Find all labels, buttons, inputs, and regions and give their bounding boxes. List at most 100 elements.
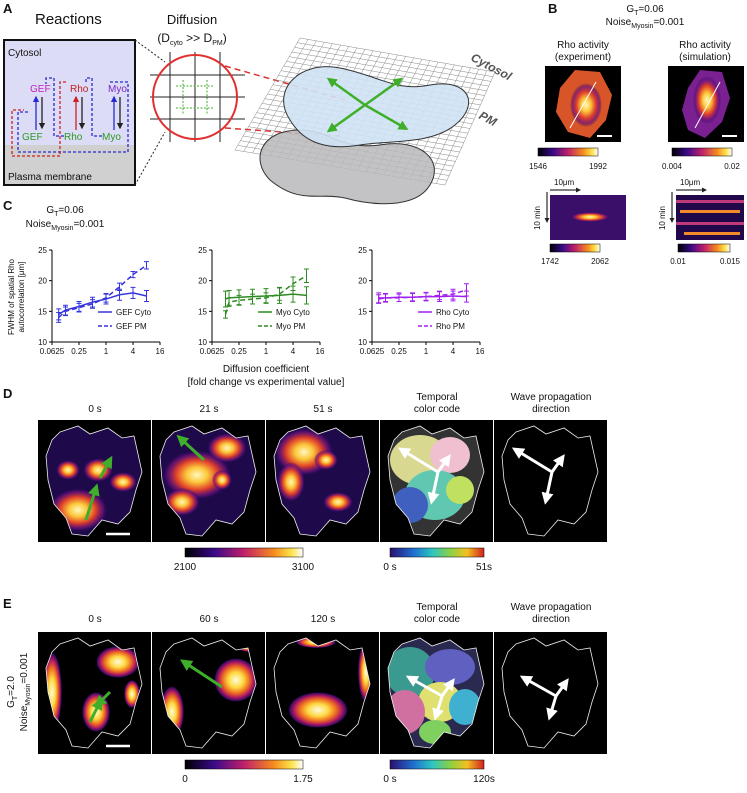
- x-tick-label: 0.0625: [40, 347, 65, 356]
- sim-line: [694, 81, 721, 129]
- colorbar-max: 1992: [589, 162, 607, 171]
- noise-label: NoiseMyosin=0.001: [19, 652, 32, 731]
- x-tick-label: 4: [291, 347, 296, 356]
- colorbar: [184, 759, 304, 770]
- colorbar-max: 2062: [591, 257, 609, 266]
- signal-blob: [288, 692, 348, 728]
- wave-arrow: [550, 454, 565, 473]
- image-frame: [380, 632, 493, 754]
- x-tick-label: 16: [316, 347, 325, 356]
- wave-arrow: [554, 678, 569, 697]
- colorbar-min: 0 s: [383, 774, 396, 785]
- wave-arrow: [541, 471, 554, 505]
- error-bar: [236, 294, 242, 306]
- legend-label: Rho Cyto: [436, 308, 470, 317]
- species-rho: Rho: [70, 84, 89, 95]
- colorbar-min: 2100: [174, 562, 197, 573]
- colorbar-min: 1742: [541, 257, 559, 266]
- signal-blob: [323, 492, 353, 512]
- cytosol-layer: [283, 66, 470, 148]
- error-bar: [226, 297, 232, 307]
- wave-arrow: [405, 675, 443, 698]
- series-line: [58, 264, 147, 319]
- signal-blob: [446, 476, 474, 504]
- error-bar: [130, 286, 136, 299]
- x-tick-label: 16: [156, 347, 165, 356]
- x-axis-label: [fold change vs experimental value]: [188, 377, 345, 388]
- panel-label: C: [3, 198, 13, 213]
- signal-blob: [214, 658, 256, 702]
- frame-title: Temporal: [416, 602, 457, 613]
- cell-outline: [45, 637, 143, 749]
- pm-layer: [259, 129, 435, 205]
- sim-title: Rho activity: [679, 40, 731, 51]
- noise-label: NoiseMyosin=0.001: [606, 17, 685, 30]
- error-bar: [56, 312, 62, 323]
- signal-blob: [277, 462, 305, 502]
- series-line: [378, 289, 467, 300]
- gt-label: GT=2.0: [6, 676, 19, 708]
- signal-blob: [162, 450, 232, 500]
- legend-label: Rho PM: [436, 322, 465, 331]
- x-tick-label: 1: [104, 347, 109, 356]
- cytosol-region: [4, 40, 135, 145]
- colorbar-max: 51s: [476, 562, 492, 573]
- y-tick-label: 10: [38, 338, 47, 347]
- error-bar: [223, 310, 228, 319]
- cell-outline: [501, 637, 599, 749]
- panel-label: A: [3, 1, 13, 16]
- y-axis-label: FWHM of spatial Rho: [7, 258, 16, 335]
- colorbar-min: 0.01: [670, 257, 686, 266]
- colorbar-max: 0.015: [720, 257, 741, 266]
- x-tick-label: 0.25: [391, 347, 407, 356]
- panel-label: B: [548, 1, 557, 16]
- diffusion-arrows: [176, 80, 214, 114]
- zoom-lines: [134, 39, 166, 186]
- image-frame: [38, 632, 151, 754]
- frame-title: 0 s: [88, 614, 101, 625]
- grid-3d-line: [444, 71, 496, 186]
- signal-blob: [212, 470, 232, 490]
- x-tick-label: 1: [424, 347, 429, 356]
- gt-label: GT=0.06: [626, 4, 664, 17]
- colorbar: [537, 147, 599, 157]
- grid-3d-line: [436, 70, 488, 184]
- x-axis-label: Diffusion coefficient: [223, 364, 310, 375]
- wave-arrow: [440, 678, 455, 697]
- reaction-box: [3, 39, 136, 186]
- colorbar-min: 0: [182, 774, 188, 785]
- x-tick-label: 0.25: [71, 347, 87, 356]
- colorbar-max: 120s: [473, 774, 495, 785]
- error-bar: [423, 292, 429, 301]
- colorbar: [671, 147, 733, 157]
- colorbar: [389, 759, 485, 770]
- wave-arrow: [397, 447, 439, 474]
- reactions-title: Reactions: [35, 11, 102, 28]
- error-bar: [76, 302, 82, 313]
- y-tick-label: 25: [38, 246, 47, 255]
- image-frame: [152, 420, 265, 542]
- x-tick-label: 16: [476, 347, 485, 356]
- kymo-time: 10 min: [533, 206, 542, 230]
- image-frame: [152, 632, 265, 754]
- legend-label: Myo Cyto: [276, 308, 310, 317]
- colorbar-min: 1546: [529, 162, 547, 171]
- wave-arrow: [427, 471, 440, 505]
- x-tick-label: 4: [131, 347, 136, 356]
- error-bar: [304, 286, 309, 305]
- y-tick-label: 10: [198, 338, 207, 347]
- kymo-space: 10μm: [680, 178, 701, 187]
- frame-title: Temporal: [416, 392, 457, 403]
- error-bar: [144, 261, 149, 270]
- frame-title: direction: [532, 404, 570, 415]
- frame-title: direction: [532, 614, 570, 625]
- colorbar: [389, 547, 485, 558]
- kymo-space: 10μm: [554, 178, 575, 187]
- error-bar: [290, 276, 296, 291]
- x-tick-label: 0.25: [231, 347, 247, 356]
- signal-blob: [56, 460, 80, 480]
- colorbar-min: 0 s: [383, 562, 396, 573]
- y-tick-label: 20: [358, 277, 367, 286]
- error-bar: [410, 293, 415, 302]
